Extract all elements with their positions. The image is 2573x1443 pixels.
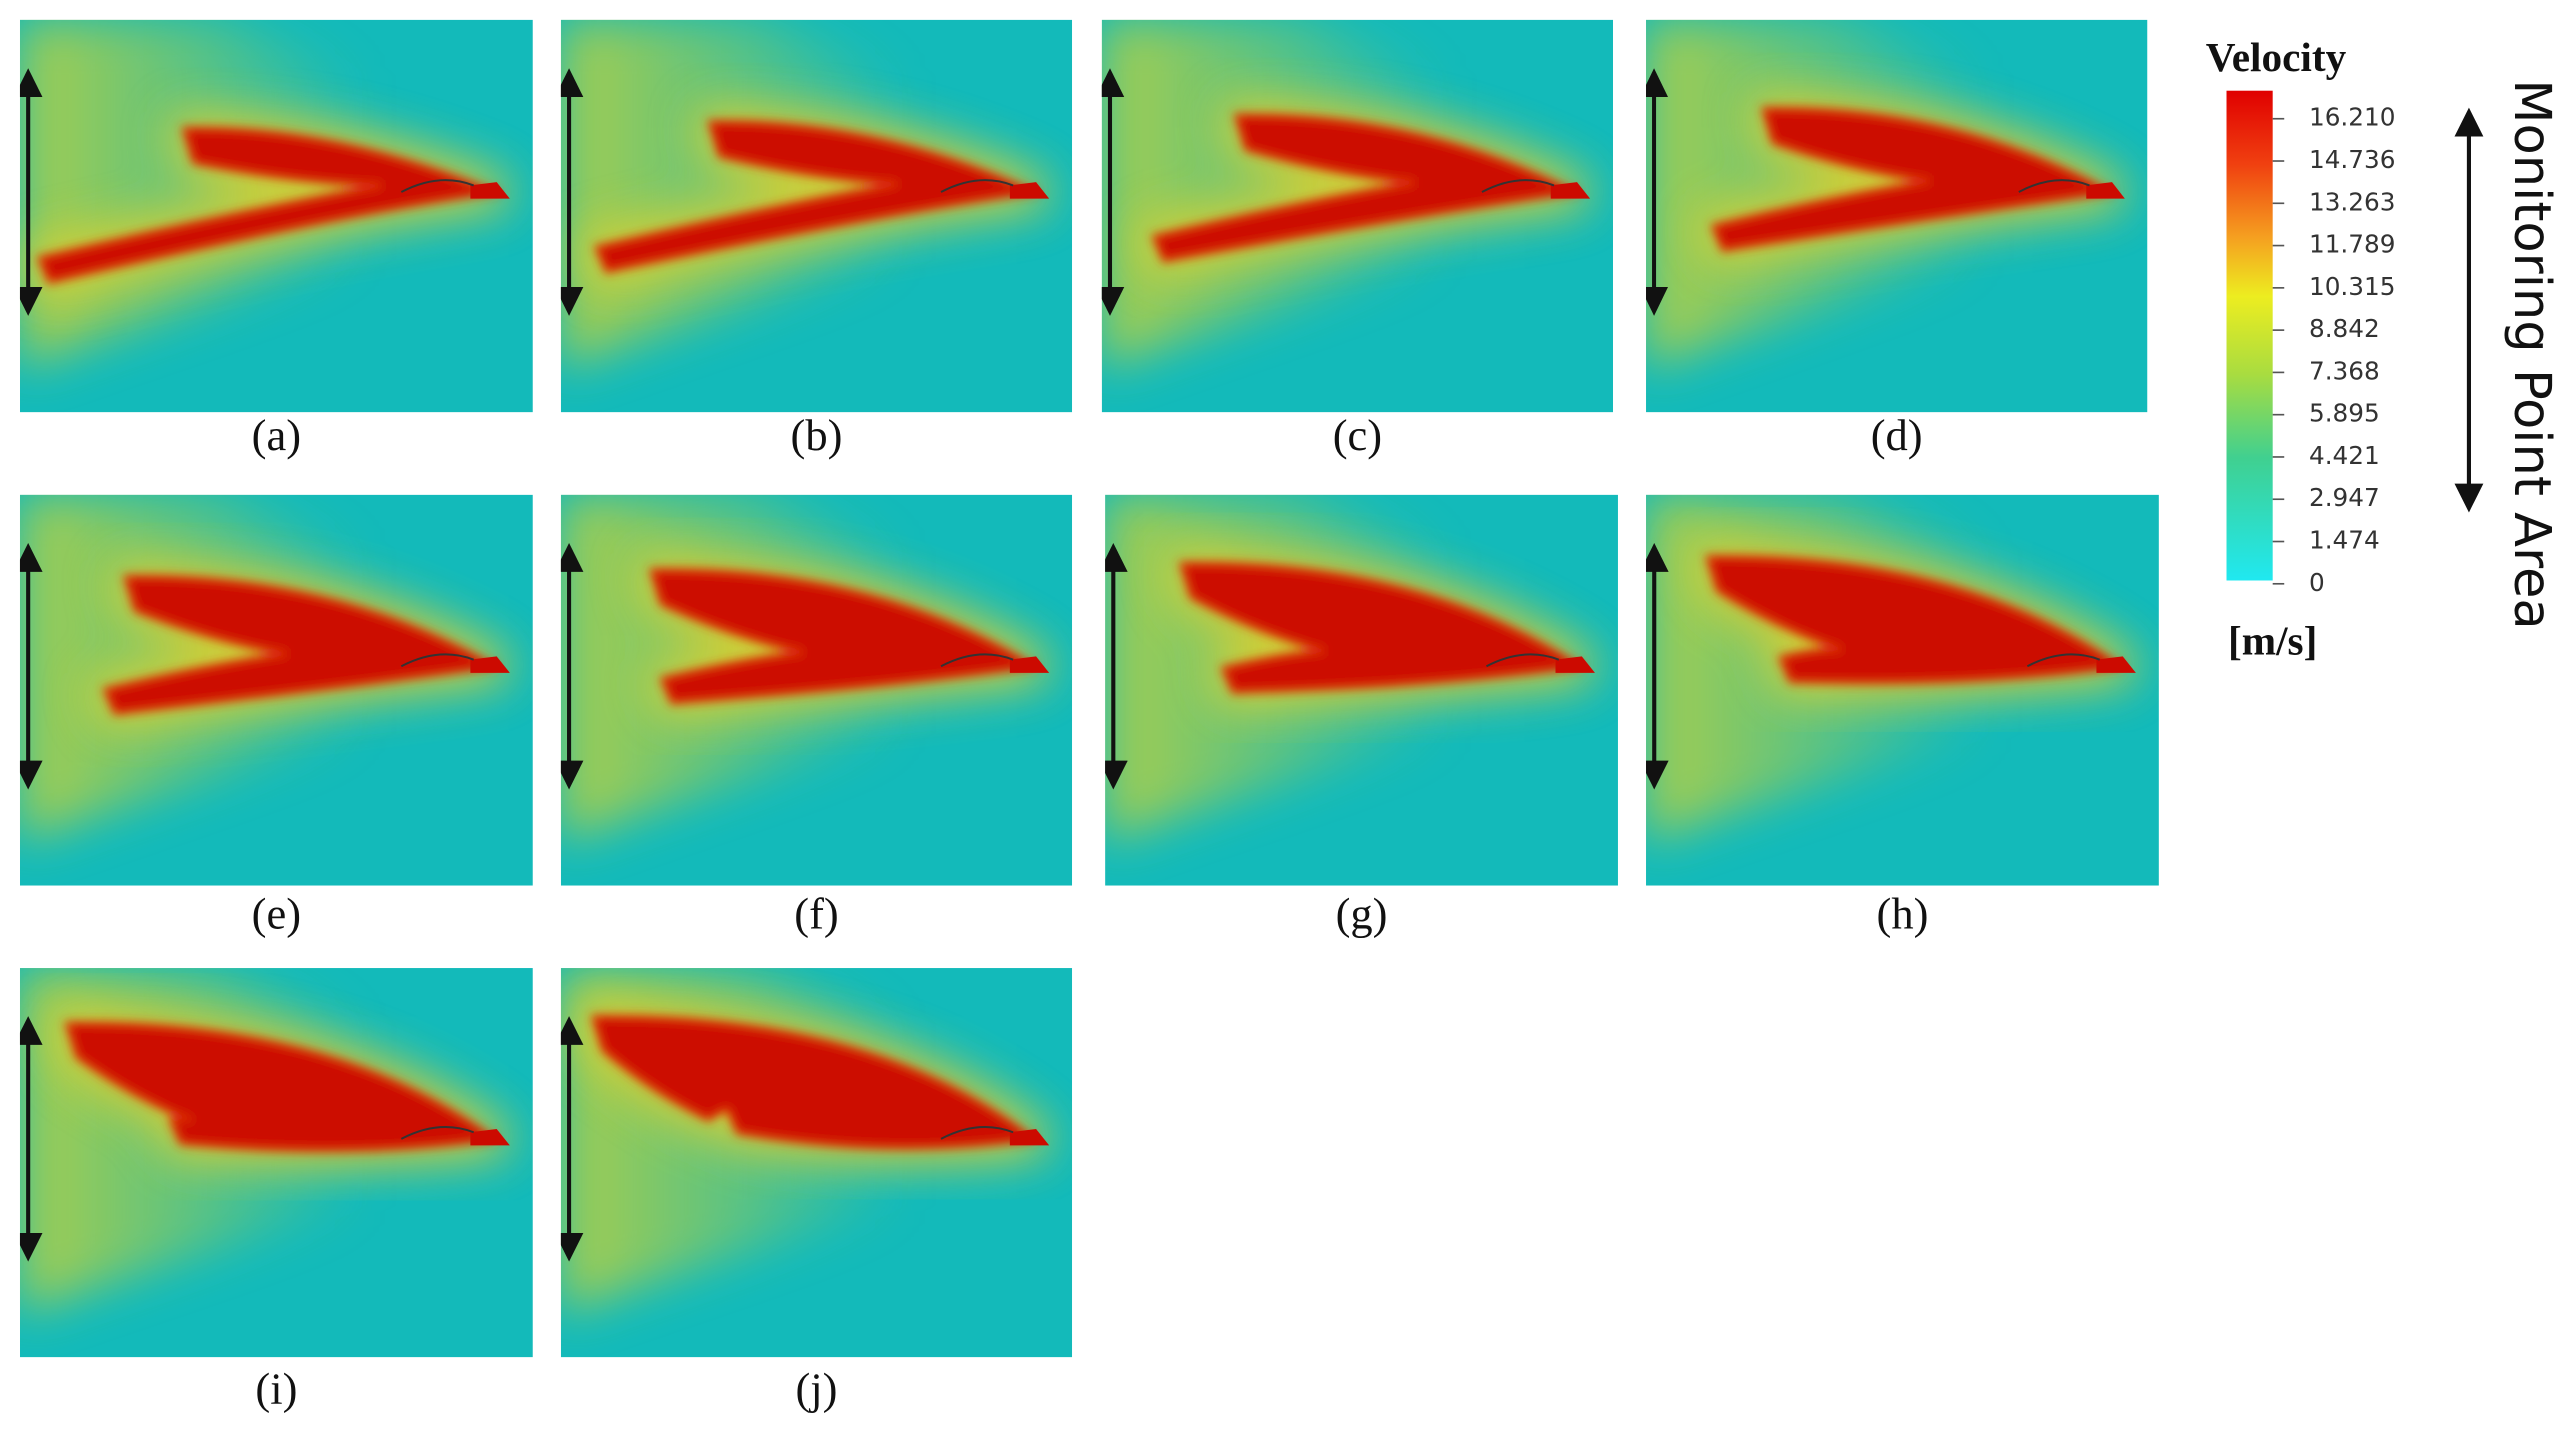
contour	[560, 19, 1073, 413]
colorbar-label: 13.263	[2309, 187, 2396, 216]
wall	[2018, 179, 2090, 193]
panel-label: (c)	[1333, 410, 1382, 460]
contour	[19, 19, 533, 413]
colorbar-label: 8.842	[2309, 314, 2380, 343]
wall	[940, 1126, 1014, 1140]
jet-core	[648, 568, 1040, 705]
jet-core	[590, 1014, 1039, 1150]
panel	[1646, 494, 2159, 886]
colorbar-label: 2.947	[2309, 483, 2380, 512]
nozzle	[1555, 656, 1595, 673]
legend-title: Velocity	[2206, 34, 2347, 80]
contour	[19, 494, 533, 886]
wall	[1481, 179, 1555, 193]
wall	[940, 179, 1014, 193]
colorbar-label: 14.736	[2309, 145, 2396, 174]
panel	[1101, 19, 1614, 413]
jet-core	[1704, 554, 2127, 685]
panels: (a) (b) (c) (d) (e) (f) (g) (h) (i) (j)	[19, 19, 2159, 1413]
jet-core	[1178, 561, 1586, 695]
colorbar-label: 11.789	[2309, 230, 2396, 259]
panel-label: (f)	[794, 888, 838, 938]
legend-unit: [m/s]	[2228, 618, 2317, 664]
wall	[400, 179, 475, 193]
contour	[1646, 494, 2159, 886]
nozzle	[1009, 182, 1050, 199]
panel-label: (d)	[1871, 410, 1923, 460]
panel-label: (e)	[252, 888, 301, 938]
panel-label: (b)	[791, 410, 843, 460]
contour	[1646, 19, 2148, 413]
nozzle	[470, 656, 510, 673]
panel	[19, 494, 533, 886]
legend: Velocity [m/s] Monitoring Point Area 16.…	[2206, 34, 2561, 664]
contour	[560, 968, 1073, 1358]
panel	[560, 494, 1073, 886]
nozzle	[1009, 1128, 1050, 1146]
wall	[940, 653, 1014, 668]
nozzle	[470, 182, 510, 199]
nozzle	[2086, 182, 2125, 199]
panel	[1646, 19, 2148, 413]
jet-core	[64, 1021, 500, 1153]
jet-core	[1150, 113, 1583, 263]
wall	[400, 653, 475, 668]
jet-core	[36, 126, 503, 285]
wall	[1486, 653, 1560, 668]
contour	[1105, 494, 1618, 886]
jet-core	[593, 119, 1042, 274]
colorbar-label: 4.421	[2309, 441, 2380, 470]
panel	[19, 19, 533, 413]
contour	[1101, 19, 1614, 413]
jet-core	[102, 574, 501, 716]
colorbar	[2226, 90, 2273, 581]
panel	[560, 968, 1073, 1358]
nozzle	[1009, 656, 1050, 673]
colorbar-label: 10.315	[2309, 272, 2396, 301]
colorbar-label: 16.210	[2309, 103, 2396, 132]
panel	[1105, 494, 1618, 886]
panel	[19, 968, 533, 1358]
colorbar-label: 5.895	[2309, 399, 2380, 428]
side-annotation: Monitoring Point Area	[2502, 79, 2561, 629]
panel	[560, 19, 1073, 413]
colorbar-label: 7.368	[2309, 356, 2380, 385]
contour	[560, 494, 1073, 886]
wall	[400, 1126, 475, 1140]
panel-label: (i)	[255, 1363, 297, 1413]
contour	[19, 968, 533, 1358]
wall	[2026, 653, 2101, 668]
panel-label: (h)	[1877, 888, 1929, 938]
nozzle	[470, 1128, 510, 1146]
colorbar-label: 1.474	[2309, 526, 2380, 555]
panel-label: (a)	[252, 410, 301, 460]
colorbar-label: 0	[2309, 568, 2325, 597]
panel-label: (j)	[795, 1363, 837, 1413]
nozzle	[1550, 182, 1591, 199]
panel-label: (g)	[1336, 888, 1388, 938]
jet-core	[1710, 106, 2117, 253]
